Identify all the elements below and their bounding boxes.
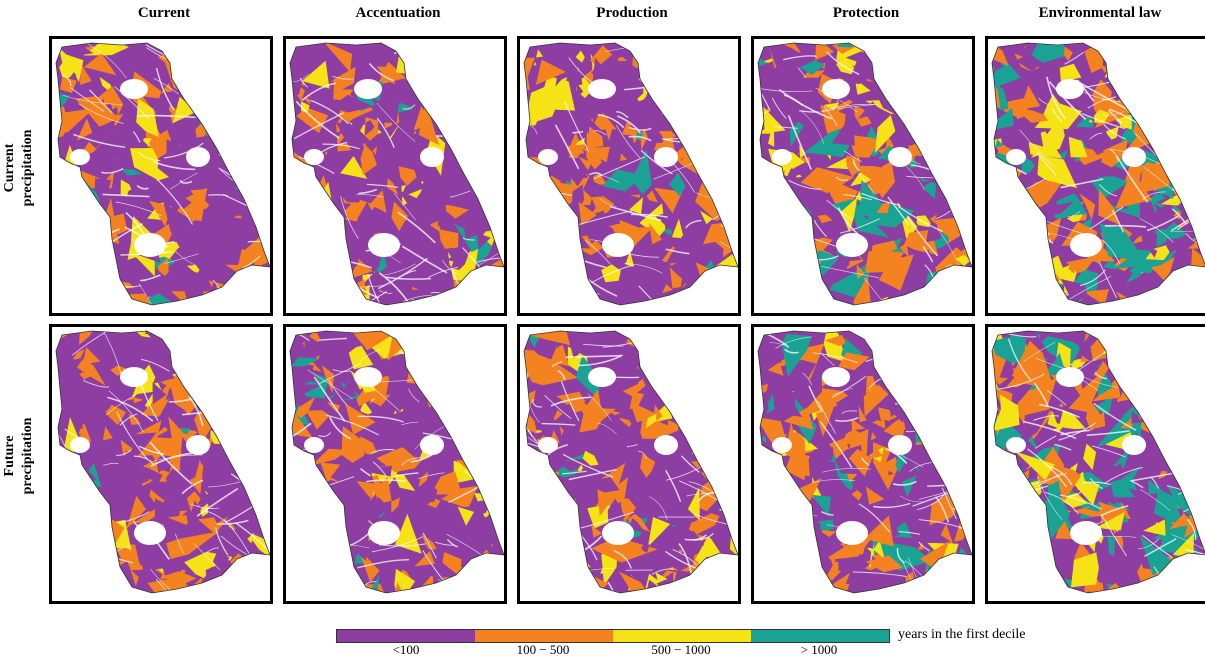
map-panel-protection-future bbox=[751, 324, 975, 604]
basin-map bbox=[523, 330, 738, 594]
column-title-4: Protection bbox=[832, 5, 900, 21]
legend-title: years in the first decile bbox=[898, 627, 1026, 642]
row-title-line-2: precipitation bbox=[20, 417, 35, 495]
basin-map bbox=[289, 330, 504, 594]
map-panel-environmental-law-current bbox=[985, 36, 1205, 316]
map-panel-accentuation-current bbox=[283, 36, 507, 316]
legend-swatch-500-1000 bbox=[613, 630, 751, 642]
basin-map bbox=[757, 42, 972, 306]
column-title-5: Environmental law bbox=[1038, 5, 1162, 21]
row-title-line-2: precipitation bbox=[20, 129, 35, 207]
row-title-1: Current precipitation bbox=[1, 83, 41, 253]
basin-map bbox=[289, 42, 504, 306]
legend-label-gt1000: > 1000 bbox=[800, 642, 838, 657]
row-title-2: Future precipitation bbox=[1, 371, 41, 541]
basin-map bbox=[523, 42, 738, 306]
map-panel-production-future bbox=[517, 324, 741, 604]
basin-map bbox=[55, 42, 270, 306]
basin-map bbox=[757, 330, 972, 594]
basin-map bbox=[991, 330, 1205, 594]
legend-colorbar bbox=[336, 629, 890, 643]
legend-label-500-1000: 500 − 1000 bbox=[651, 642, 711, 657]
map-panel-current-future bbox=[49, 324, 273, 604]
legend-label-lt100: <100 bbox=[392, 642, 420, 657]
map-panel-current-current bbox=[49, 36, 273, 316]
row-title-line-1: Current bbox=[2, 143, 17, 193]
map-panel-accentuation-future bbox=[283, 324, 507, 604]
row-title-line-1: Future bbox=[2, 435, 17, 477]
legend-label-100-500: 100 − 500 bbox=[516, 642, 570, 657]
basin-map bbox=[55, 330, 270, 594]
map-panel-production-current bbox=[517, 36, 741, 316]
column-title-1: Current bbox=[137, 5, 191, 21]
map-panel-protection-current bbox=[751, 36, 975, 316]
legend-swatch-gt1000 bbox=[751, 630, 889, 642]
column-title-2: Accentuation bbox=[355, 5, 441, 21]
legend-swatch-100-500 bbox=[475, 630, 613, 642]
column-title-3: Production bbox=[596, 5, 668, 21]
basin-map bbox=[991, 42, 1205, 306]
legend-swatch-lt100 bbox=[337, 630, 475, 642]
map-panel-environmental-law-future bbox=[985, 324, 1205, 604]
